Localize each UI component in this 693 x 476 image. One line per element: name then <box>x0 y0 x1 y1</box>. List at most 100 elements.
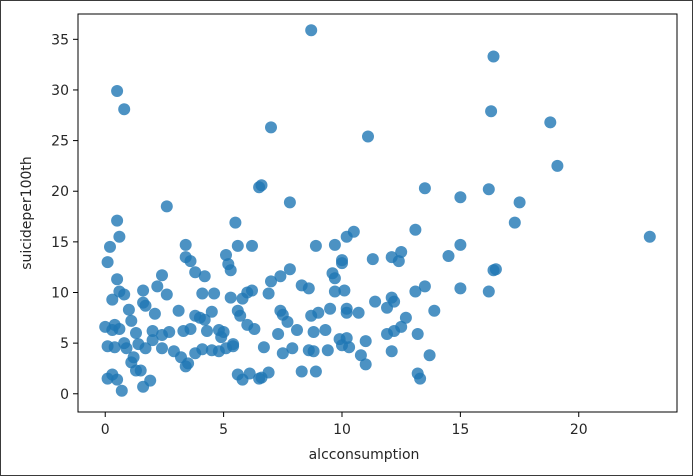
x-tick-label: 5 <box>219 422 228 438</box>
data-point <box>265 275 277 288</box>
data-point <box>274 270 287 283</box>
data-point <box>411 328 424 340</box>
data-point <box>418 280 431 293</box>
data-point <box>395 320 408 333</box>
data-point <box>172 304 185 317</box>
data-point <box>482 285 495 298</box>
data-point <box>122 303 135 316</box>
data-point <box>234 309 247 322</box>
y-tick-label: 25 <box>51 134 69 150</box>
data-point <box>336 254 348 267</box>
data-point <box>113 230 126 243</box>
y-tick-label: 20 <box>51 184 69 200</box>
data-point <box>156 269 168 282</box>
data-point <box>354 349 367 362</box>
data-point <box>295 365 308 378</box>
data-point <box>513 196 526 209</box>
x-tick-label: 15 <box>451 422 469 438</box>
data-point <box>220 249 232 261</box>
data-point <box>246 239 258 252</box>
data-point <box>265 121 277 134</box>
data-point <box>281 315 294 328</box>
data-point <box>487 50 500 63</box>
data-point <box>227 338 240 351</box>
data-point <box>324 302 337 315</box>
y-tick-label: 35 <box>51 32 69 48</box>
data-point <box>198 313 211 326</box>
data-point <box>328 272 341 285</box>
plot-area-border <box>77 13 678 413</box>
data-point <box>134 364 147 377</box>
data-point <box>551 159 564 172</box>
data-point <box>385 345 398 358</box>
data-point <box>257 341 270 354</box>
data-point <box>544 116 557 129</box>
y-tick-label: 0 <box>60 387 69 403</box>
data-point <box>262 366 275 379</box>
x-tick-label: 0 <box>101 422 110 438</box>
data-point <box>224 291 237 304</box>
data-point <box>454 238 467 251</box>
data-point <box>328 285 341 298</box>
data-point <box>229 216 242 229</box>
y-tick-label: 30 <box>51 83 69 99</box>
data-points <box>99 24 656 397</box>
data-point <box>395 246 408 258</box>
data-point <box>369 295 382 308</box>
data-point <box>115 384 128 397</box>
data-point <box>179 360 192 373</box>
data-point <box>340 306 353 319</box>
y-tick-label: 10 <box>51 285 69 301</box>
x-tick-label: 10 <box>333 422 351 438</box>
data-point <box>388 295 401 308</box>
data-point <box>189 266 202 279</box>
data-point <box>120 342 133 355</box>
data-point <box>248 323 261 335</box>
data-point <box>224 264 237 277</box>
data-point <box>118 288 131 301</box>
data-point <box>139 299 152 312</box>
data-point <box>428 304 441 317</box>
data-point <box>418 182 431 195</box>
x-axis-ticks: 0 5 10 15 20 <box>101 412 588 438</box>
data-point <box>125 314 138 327</box>
data-point <box>179 251 192 264</box>
data-point <box>151 280 164 293</box>
data-point <box>482 183 495 196</box>
data-point <box>111 373 124 386</box>
data-point <box>156 342 168 355</box>
data-point <box>362 130 374 143</box>
data-point <box>101 256 114 269</box>
data-point <box>184 323 197 335</box>
data-point <box>108 341 121 354</box>
data-point <box>338 284 351 297</box>
data-point <box>130 327 142 339</box>
data-point <box>111 214 124 227</box>
data-point <box>243 367 256 380</box>
data-point <box>163 326 176 338</box>
data-point <box>111 85 124 97</box>
data-point <box>352 306 365 319</box>
data-point <box>217 326 230 338</box>
data-point <box>409 223 422 236</box>
data-point <box>392 255 405 268</box>
data-point <box>272 328 285 340</box>
data-point <box>302 282 315 295</box>
data-point <box>442 250 455 262</box>
data-point <box>319 324 332 336</box>
data-point <box>137 284 150 297</box>
data-point <box>489 263 502 276</box>
data-point <box>231 239 244 252</box>
data-point <box>236 292 249 305</box>
data-point <box>283 263 296 276</box>
data-point <box>201 325 213 337</box>
data-point <box>276 347 289 360</box>
data-point <box>286 342 299 355</box>
data-point <box>309 365 322 378</box>
data-point <box>205 305 218 318</box>
data-point <box>146 325 159 337</box>
data-point <box>255 179 268 192</box>
data-point <box>347 225 360 238</box>
y-axis-label: suicideper100th <box>19 156 35 269</box>
